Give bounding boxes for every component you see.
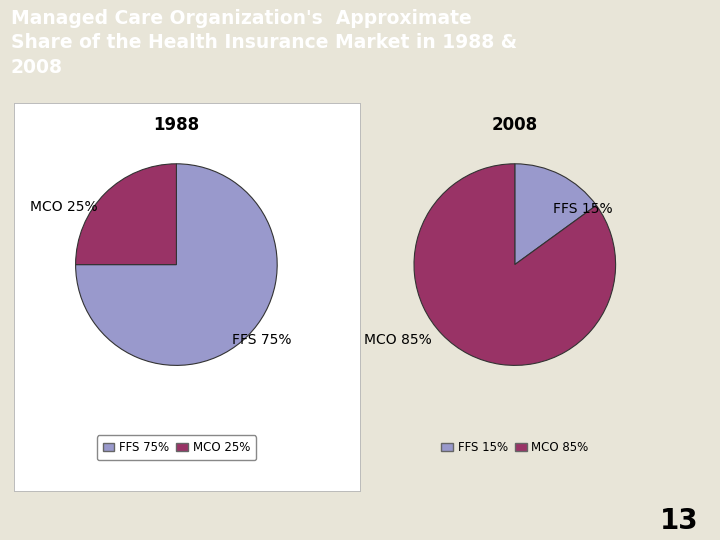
Title: 2008: 2008 <box>492 116 538 134</box>
Legend: FFS 75%, MCO 25%: FFS 75%, MCO 25% <box>96 435 256 460</box>
Legend: FFS 15%, MCO 85%: FFS 15%, MCO 85% <box>435 435 595 460</box>
Wedge shape <box>76 164 277 366</box>
Text: 13: 13 <box>660 507 698 535</box>
Text: MCO 25%: MCO 25% <box>30 200 98 214</box>
Wedge shape <box>414 164 616 366</box>
Text: FFS 15%: FFS 15% <box>552 202 612 216</box>
Wedge shape <box>76 164 176 265</box>
Text: FFS 75%: FFS 75% <box>232 333 292 347</box>
Wedge shape <box>515 164 596 265</box>
Title: 1988: 1988 <box>153 116 199 134</box>
Text: Managed Care Organization's  Approximate
Share of the Health Insurance Market in: Managed Care Organization's Approximate … <box>11 9 517 77</box>
Text: MCO 85%: MCO 85% <box>364 333 431 347</box>
